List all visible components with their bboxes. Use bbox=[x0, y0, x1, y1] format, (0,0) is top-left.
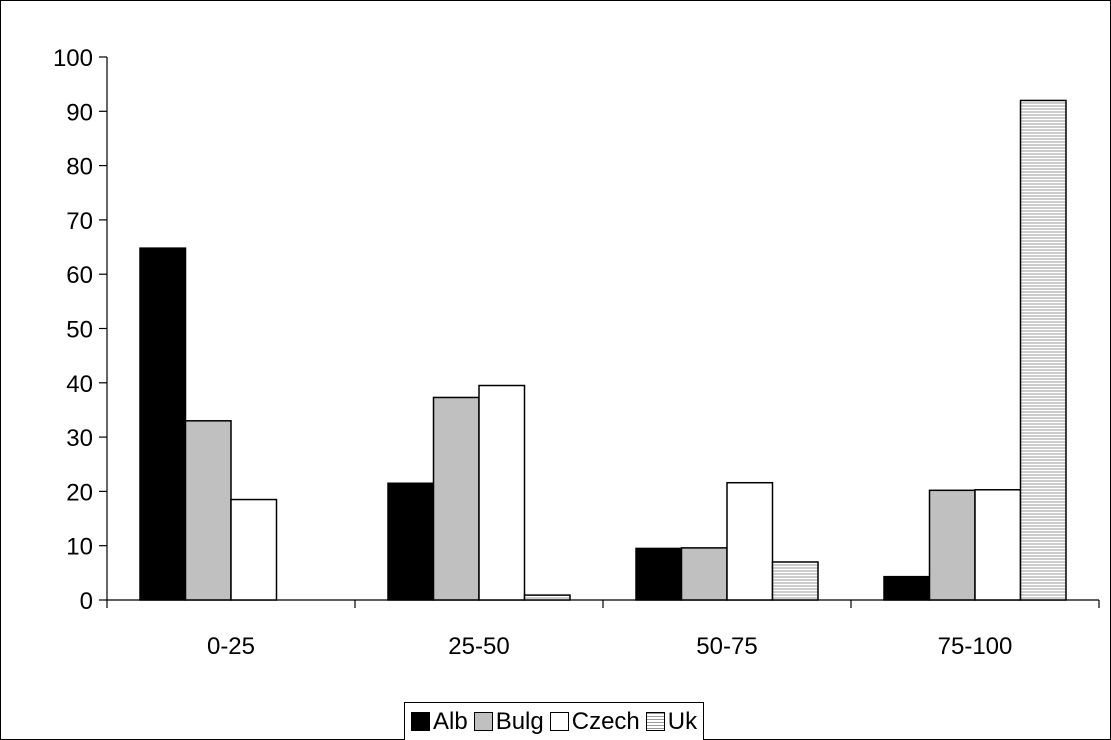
legend-label: Uk bbox=[667, 707, 698, 735]
x-tick-label: 75-100 bbox=[938, 633, 1013, 660]
legend-item-uk: Uk bbox=[645, 707, 698, 736]
bars bbox=[139, 99, 1067, 601]
legend-label: Czech bbox=[571, 707, 640, 735]
y-tick-label: 0 bbox=[80, 588, 93, 615]
bar-alb-50-75 bbox=[635, 547, 683, 601]
y-tick-label: 50 bbox=[66, 317, 93, 344]
legend-item-alb: Alb bbox=[411, 708, 468, 736]
legend-item-bulg: Bulg bbox=[473, 707, 544, 736]
bar-czech-25-50 bbox=[478, 384, 526, 601]
bar-uk-75-100 bbox=[1019, 99, 1067, 601]
legend-label: Alb bbox=[433, 707, 468, 735]
bar-alb-0-25 bbox=[139, 247, 187, 601]
y-tick-label: 80 bbox=[66, 154, 93, 181]
legend-swatch bbox=[473, 712, 493, 731]
bar-bulg-50-75 bbox=[680, 547, 728, 601]
bar-uk-25-50 bbox=[523, 594, 571, 601]
y-tick-label: 100 bbox=[53, 45, 93, 72]
y-tick-label: 20 bbox=[66, 479, 93, 506]
y-tick-label: 60 bbox=[66, 262, 93, 289]
legend-label: Bulg bbox=[495, 707, 544, 735]
bar-alb-25-50 bbox=[387, 482, 435, 601]
y-tick-label: 40 bbox=[66, 371, 93, 398]
legend-swatch bbox=[645, 712, 665, 731]
bar-bulg-0-25 bbox=[184, 420, 232, 601]
x-tick-label: 25-50 bbox=[448, 633, 509, 660]
x-tick-label: 50-75 bbox=[696, 633, 757, 660]
y-tick-label: 70 bbox=[66, 208, 93, 235]
legend-item-czech: Czech bbox=[549, 707, 640, 736]
x-tick-label: 0-25 bbox=[207, 633, 255, 660]
bar-bulg-25-50 bbox=[432, 396, 480, 601]
y-tick-label: 90 bbox=[66, 99, 93, 126]
tick-labels: 0 10 20 30 40 50 60 70 80 90 100 0-25 25-50 50-75 75-1… bbox=[53, 45, 1012, 660]
bar-czech-0-25 bbox=[230, 498, 278, 601]
bar-alb-75-100 bbox=[883, 575, 931, 601]
bar-czech-50-75 bbox=[726, 481, 774, 601]
bar-czech-75-100 bbox=[974, 489, 1022, 601]
legend: Alb Bulg Czech Uk bbox=[404, 702, 705, 740]
y-tick-label: 10 bbox=[66, 534, 93, 561]
bar-uk-50-75 bbox=[771, 561, 819, 601]
legend-swatch bbox=[549, 712, 569, 731]
bar-bulg-75-100 bbox=[928, 489, 976, 601]
legend-swatch bbox=[411, 712, 430, 731]
y-tick-label: 30 bbox=[66, 425, 93, 452]
